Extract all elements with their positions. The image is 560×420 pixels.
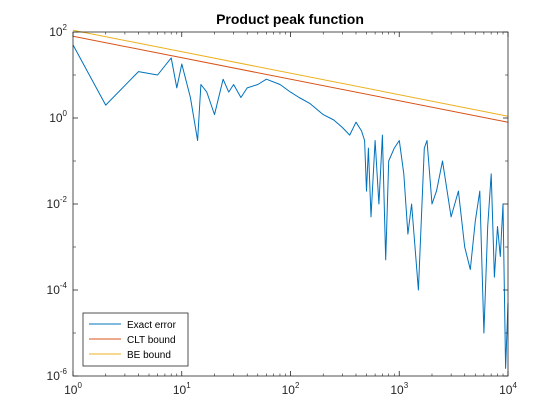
x-tick-label-1: 101 xyxy=(173,381,191,397)
legend: Exact error CLT bound BE bound xyxy=(82,312,189,367)
x-tick-label-4: 104 xyxy=(499,381,517,397)
legend-label-2: BE bound xyxy=(127,350,171,361)
y-tick-label-1: 10-4 xyxy=(47,281,68,297)
series-line-0 xyxy=(72,44,509,369)
y-tick-label-3: 100 xyxy=(49,109,67,125)
y-tick-label-0: 10-6 xyxy=(47,367,68,383)
x-tick-label-3: 103 xyxy=(390,381,408,397)
x-tick-label-0: 100 xyxy=(64,381,82,397)
chart-title: Product peak function xyxy=(216,11,364,27)
legend-label-0: Exact error xyxy=(127,320,177,331)
legend-label-1: CLT bound xyxy=(127,335,176,346)
y-tick-label-4: 102 xyxy=(49,23,67,39)
series-layer xyxy=(72,29,509,369)
x-tick-label-2: 102 xyxy=(282,381,300,397)
series-line-2 xyxy=(72,29,509,117)
tick-layer: 100 101 102 103 104 10-6 10-4 10-2 100 102 xyxy=(47,23,518,397)
y-tick-label-2: 10-2 xyxy=(47,195,68,211)
series-line-1 xyxy=(72,35,509,123)
